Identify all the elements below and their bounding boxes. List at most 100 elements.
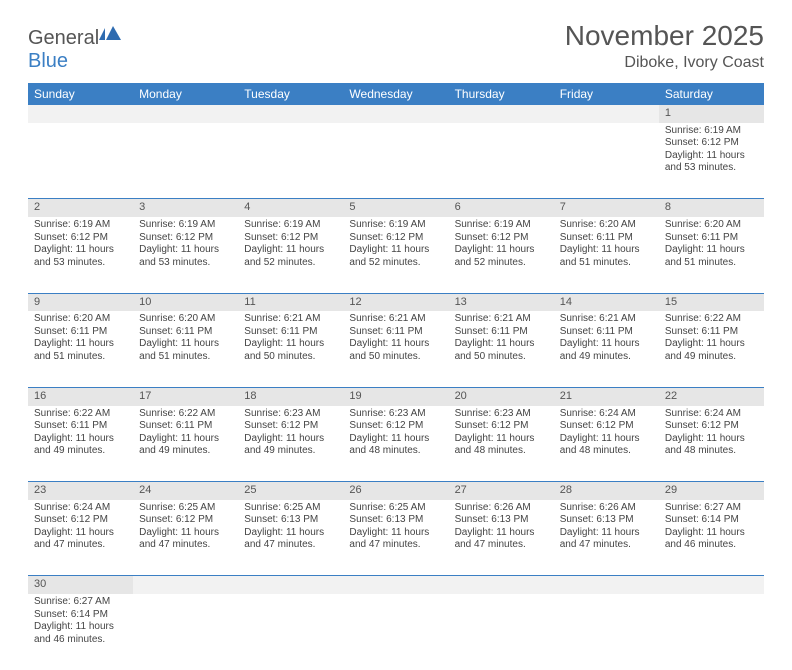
sunrise-text: Sunrise: 6:27 AM (34, 596, 127, 609)
sunrise-text: Sunrise: 6:20 AM (560, 219, 653, 232)
daylight-text: Daylight: 11 hours and 48 minutes. (455, 433, 548, 458)
day-number: 28 (554, 482, 659, 500)
day-cell-body: Sunrise: 6:19 AMSunset: 6:12 PMDaylight:… (449, 217, 554, 273)
day-number: 7 (554, 199, 659, 217)
daylight-text: Daylight: 11 hours and 47 minutes. (455, 527, 548, 552)
day-cell-body: Sunrise: 6:25 AMSunset: 6:12 PMDaylight:… (133, 500, 238, 556)
day-number: 16 (28, 387, 133, 405)
daylight-text: Daylight: 11 hours and 48 minutes. (665, 433, 758, 458)
day-number: 29 (659, 482, 764, 500)
daylight-text: Daylight: 11 hours and 49 minutes. (560, 338, 653, 363)
day-cell: Sunrise: 6:25 AMSunset: 6:13 PMDaylight:… (238, 500, 343, 576)
day-number: 12 (343, 293, 448, 311)
day-cell: Sunrise: 6:19 AMSunset: 6:12 PMDaylight:… (238, 217, 343, 293)
daylight-text: Daylight: 11 hours and 49 minutes. (34, 433, 127, 458)
day-cell: Sunrise: 6:27 AMSunset: 6:14 PMDaylight:… (28, 594, 133, 670)
weekday-header: Saturday (659, 83, 764, 105)
day-cell: Sunrise: 6:20 AMSunset: 6:11 PMDaylight:… (133, 311, 238, 387)
daynum-row: 9101112131415 (28, 293, 764, 311)
sunset-text: Sunset: 6:11 PM (139, 420, 232, 433)
day-cell-body: Sunrise: 6:27 AMSunset: 6:14 PMDaylight:… (659, 500, 764, 556)
day-number: 27 (449, 482, 554, 500)
sunset-text: Sunset: 6:13 PM (560, 514, 653, 527)
day-cell: Sunrise: 6:23 AMSunset: 6:12 PMDaylight:… (449, 406, 554, 482)
day-cell: Sunrise: 6:26 AMSunset: 6:13 PMDaylight:… (449, 500, 554, 576)
daylight-text: Daylight: 11 hours and 49 minutes. (244, 433, 337, 458)
day-cell-body: Sunrise: 6:20 AMSunset: 6:11 PMDaylight:… (133, 311, 238, 367)
empty-daynum (343, 576, 448, 594)
week-row: Sunrise: 6:24 AMSunset: 6:12 PMDaylight:… (28, 500, 764, 576)
week-row: Sunrise: 6:19 AMSunset: 6:12 PMDaylight:… (28, 123, 764, 199)
day-cell-body: Sunrise: 6:21 AMSunset: 6:11 PMDaylight:… (554, 311, 659, 367)
weekday-header: Thursday (449, 83, 554, 105)
week-row: Sunrise: 6:22 AMSunset: 6:11 PMDaylight:… (28, 406, 764, 482)
day-cell: Sunrise: 6:26 AMSunset: 6:13 PMDaylight:… (554, 500, 659, 576)
sunrise-text: Sunrise: 6:26 AM (560, 502, 653, 515)
sunset-text: Sunset: 6:12 PM (139, 514, 232, 527)
day-cell-body: Sunrise: 6:22 AMSunset: 6:11 PMDaylight:… (659, 311, 764, 367)
empty-cell (28, 123, 133, 199)
empty-cell (238, 123, 343, 199)
sunrise-text: Sunrise: 6:22 AM (34, 408, 127, 421)
sunset-text: Sunset: 6:13 PM (349, 514, 442, 527)
day-number: 30 (28, 576, 133, 594)
logo-text: GeneralBlue (28, 26, 121, 73)
weekday-row: SundayMondayTuesdayWednesdayThursdayFrid… (28, 83, 764, 105)
day-cell: Sunrise: 6:19 AMSunset: 6:12 PMDaylight:… (133, 217, 238, 293)
sunset-text: Sunset: 6:12 PM (349, 420, 442, 433)
month-title: November 2025 (565, 20, 764, 52)
day-number: 9 (28, 293, 133, 311)
day-number: 6 (449, 199, 554, 217)
sunset-text: Sunset: 6:12 PM (139, 232, 232, 245)
day-cell: Sunrise: 6:19 AMSunset: 6:12 PMDaylight:… (343, 217, 448, 293)
day-cell-body: Sunrise: 6:19 AMSunset: 6:12 PMDaylight:… (343, 217, 448, 273)
day-number: 4 (238, 199, 343, 217)
empty-cell (554, 594, 659, 670)
day-cell: Sunrise: 6:21 AMSunset: 6:11 PMDaylight:… (554, 311, 659, 387)
day-cell: Sunrise: 6:20 AMSunset: 6:11 PMDaylight:… (28, 311, 133, 387)
day-cell: Sunrise: 6:24 AMSunset: 6:12 PMDaylight:… (659, 406, 764, 482)
sunrise-text: Sunrise: 6:24 AM (34, 502, 127, 515)
daylight-text: Daylight: 11 hours and 51 minutes. (665, 244, 758, 269)
weekday-header: Monday (133, 83, 238, 105)
empty-daynum (28, 105, 133, 123)
day-number: 13 (449, 293, 554, 311)
sunset-text: Sunset: 6:14 PM (665, 514, 758, 527)
sunrise-text: Sunrise: 6:19 AM (244, 219, 337, 232)
day-cell-body: Sunrise: 6:26 AMSunset: 6:13 PMDaylight:… (449, 500, 554, 556)
day-number: 10 (133, 293, 238, 311)
daylight-text: Daylight: 11 hours and 47 minutes. (560, 527, 653, 552)
empty-cell (238, 594, 343, 670)
calendar-body: 1Sunrise: 6:19 AMSunset: 6:12 PMDaylight… (28, 105, 764, 670)
sunset-text: Sunset: 6:12 PM (34, 232, 127, 245)
daylight-text: Daylight: 11 hours and 51 minutes. (139, 338, 232, 363)
daylight-text: Daylight: 11 hours and 49 minutes. (665, 338, 758, 363)
sunrise-text: Sunrise: 6:20 AM (34, 313, 127, 326)
sunrise-text: Sunrise: 6:19 AM (665, 125, 758, 138)
day-cell-body: Sunrise: 6:27 AMSunset: 6:14 PMDaylight:… (28, 594, 133, 650)
day-cell: Sunrise: 6:21 AMSunset: 6:11 PMDaylight:… (449, 311, 554, 387)
day-cell: Sunrise: 6:20 AMSunset: 6:11 PMDaylight:… (554, 217, 659, 293)
sunrise-text: Sunrise: 6:26 AM (455, 502, 548, 515)
sunrise-text: Sunrise: 6:23 AM (455, 408, 548, 421)
sunrise-text: Sunrise: 6:20 AM (139, 313, 232, 326)
day-cell-body: Sunrise: 6:21 AMSunset: 6:11 PMDaylight:… (343, 311, 448, 367)
day-number: 5 (343, 199, 448, 217)
logo-text-2: Blue (28, 50, 68, 72)
sunset-text: Sunset: 6:12 PM (349, 232, 442, 245)
day-cell: Sunrise: 6:22 AMSunset: 6:11 PMDaylight:… (659, 311, 764, 387)
sunset-text: Sunset: 6:12 PM (34, 514, 127, 527)
sunrise-text: Sunrise: 6:21 AM (349, 313, 442, 326)
daylight-text: Daylight: 11 hours and 46 minutes. (34, 621, 127, 646)
header: GeneralBlue November 2025 Diboke, Ivory … (28, 20, 764, 73)
day-cell-body: Sunrise: 6:23 AMSunset: 6:12 PMDaylight:… (449, 406, 554, 462)
day-cell-body: Sunrise: 6:19 AMSunset: 6:12 PMDaylight:… (28, 217, 133, 273)
sunset-text: Sunset: 6:12 PM (455, 232, 548, 245)
daylight-text: Daylight: 11 hours and 50 minutes. (244, 338, 337, 363)
day-cell: Sunrise: 6:25 AMSunset: 6:12 PMDaylight:… (133, 500, 238, 576)
empty-cell (343, 594, 448, 670)
empty-cell (133, 594, 238, 670)
day-cell-body: Sunrise: 6:25 AMSunset: 6:13 PMDaylight:… (343, 500, 448, 556)
sunset-text: Sunset: 6:11 PM (34, 420, 127, 433)
week-row: Sunrise: 6:19 AM Sunset: 6:12 PM Daylight:… (28, 217, 764, 293)
